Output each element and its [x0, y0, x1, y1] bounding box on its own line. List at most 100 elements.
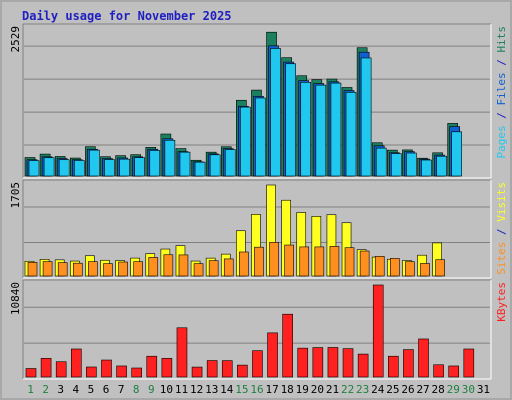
- bar-pages-3: [58, 159, 70, 177]
- bar-sites-24: [374, 256, 385, 277]
- bar-kbytes-19: [297, 347, 309, 378]
- bar-kbytes-3: [55, 361, 67, 378]
- bar-sites-6: [103, 263, 113, 277]
- bar-pages-19: [300, 82, 312, 177]
- day-label-28: 28: [432, 383, 445, 396]
- bar-kbytes-20: [312, 347, 324, 378]
- bar-kbytes-12: [191, 366, 203, 378]
- bar-kbytes-5: [86, 366, 97, 378]
- bar-kbytes-24: [372, 284, 384, 378]
- bar-pages-25: [391, 153, 402, 177]
- bar-kbytes-13: [206, 360, 218, 378]
- bar-pages-6: [104, 159, 115, 177]
- bar-sites-16: [254, 246, 264, 277]
- bar-pages-9: [149, 150, 161, 177]
- bar-kbytes-18: [282, 313, 293, 378]
- bar-kbytes-6: [101, 359, 112, 378]
- day-label-3: 3: [57, 383, 64, 396]
- bar-pages-28: [436, 155, 447, 177]
- bar-kbytes-17: [267, 332, 278, 378]
- bar-pages-21: [330, 82, 342, 177]
- day-label-16: 16: [250, 383, 263, 396]
- day-label-6: 6: [103, 383, 110, 396]
- bar-sites-27: [420, 263, 430, 277]
- bar-kbytes-22: [342, 348, 354, 378]
- bar-pages-4: [73, 160, 85, 177]
- bar-kbytes-4: [70, 348, 82, 378]
- day-label-17: 17: [265, 383, 278, 396]
- bar-sites-11: [178, 254, 189, 277]
- day-label-24: 24: [371, 383, 385, 396]
- bar-pages-11: [179, 151, 191, 177]
- bar-sites-18: [284, 244, 294, 277]
- day-label-19: 19: [296, 383, 309, 396]
- legend-part: /: [495, 106, 508, 126]
- day-label-8: 8: [133, 383, 140, 396]
- bar-pages-24: [375, 147, 387, 177]
- bar-sites-28: [435, 259, 445, 277]
- bar-sites-19: [299, 246, 310, 277]
- day-label-30: 30: [462, 383, 475, 396]
- legend-part: Hits: [495, 26, 508, 53]
- day-label-12: 12: [190, 383, 203, 396]
- day-label-7: 7: [118, 383, 125, 396]
- bar-kbytes-27: [418, 338, 429, 378]
- bar-kbytes-30: [463, 348, 475, 378]
- day-label-2: 2: [42, 383, 49, 396]
- bar-kbytes-9: [146, 355, 158, 378]
- bar-pages-16: [255, 97, 266, 177]
- bar-kbytes-8: [131, 367, 142, 378]
- bar-kbytes-14: [221, 360, 233, 378]
- legend-volume: KBytes: [495, 282, 508, 322]
- bar-pages-8: [134, 157, 145, 177]
- bar-sites-10: [163, 254, 174, 277]
- day-label-29: 29: [447, 383, 460, 396]
- day-label-15: 15: [235, 383, 248, 396]
- day-label-9: 9: [148, 383, 155, 396]
- bar-sites-22: [344, 247, 355, 277]
- bar-kbytes-16: [252, 350, 263, 378]
- ymax-label-traffic: 2529: [9, 26, 22, 53]
- bar-sites-20: [314, 246, 325, 277]
- ymax-label-visitors: 1705: [9, 182, 22, 209]
- bar-sites-25: [390, 258, 400, 277]
- day-label-31: 31: [477, 383, 490, 396]
- bar-sites-9: [148, 257, 159, 277]
- bar-pages-26: [406, 152, 417, 177]
- bar-pages-13: [209, 154, 221, 177]
- bar-kbytes-1: [25, 368, 37, 378]
- ymax-label-volume: 10840: [9, 282, 22, 315]
- bar-kbytes-15: [237, 364, 248, 378]
- bar-sites-17: [269, 242, 279, 277]
- bar-pages-22: [345, 92, 357, 177]
- bar-kbytes-23: [357, 353, 369, 378]
- day-label-20: 20: [311, 383, 324, 396]
- bar-kbytes-25: [388, 355, 399, 378]
- bar-pages-12: [194, 161, 206, 177]
- legend-part: Visits: [495, 182, 508, 222]
- chart-title: Daily usage for November 2025: [22, 9, 232, 23]
- day-label-25: 25: [386, 383, 399, 396]
- bar-pages-14: [224, 149, 236, 177]
- day-label-22: 22: [341, 383, 354, 396]
- bar-pages-17: [270, 48, 281, 177]
- bar-sites-21: [329, 246, 340, 277]
- day-label-11: 11: [175, 383, 188, 396]
- bar-sites-4: [72, 262, 83, 277]
- bar-pages-20: [315, 84, 327, 177]
- bar-pages-27: [421, 159, 432, 177]
- day-label-10: 10: [160, 383, 173, 396]
- legend-part: Pages: [495, 125, 508, 158]
- legend-traffic: Pages / Files / Hits: [495, 26, 508, 159]
- bar-sites-12: [193, 263, 204, 277]
- legend-part: /: [495, 222, 508, 242]
- day-label-21: 21: [326, 383, 339, 396]
- legend-part: Files: [495, 72, 508, 105]
- day-label-26: 26: [401, 383, 414, 396]
- day-label-27: 27: [416, 383, 429, 396]
- bar-kbytes-21: [327, 347, 339, 378]
- bar-pages-18: [285, 63, 296, 177]
- day-label-13: 13: [205, 383, 218, 396]
- bar-sites-23: [359, 250, 370, 277]
